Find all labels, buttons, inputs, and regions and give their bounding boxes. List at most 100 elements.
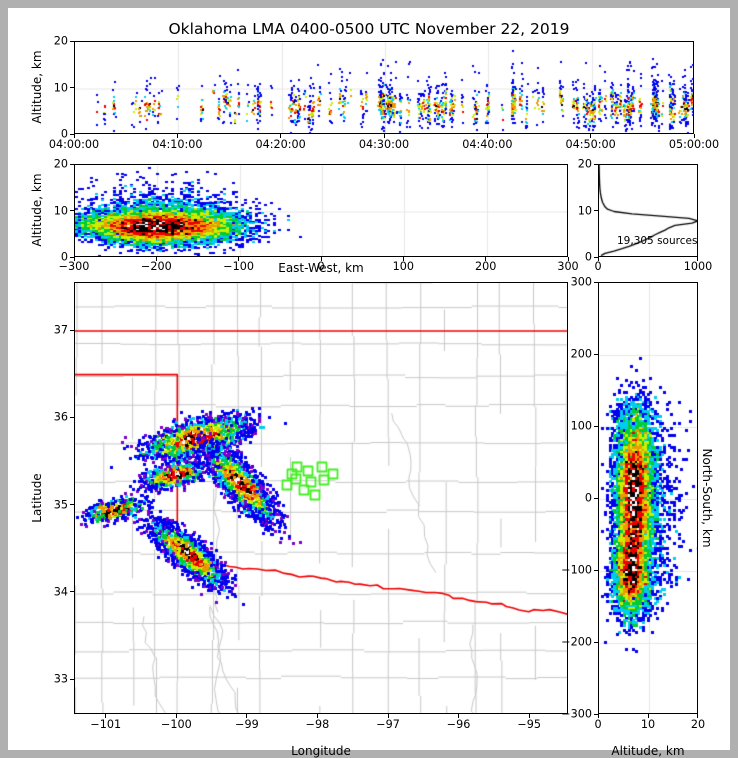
- time-height-axes: [74, 41, 694, 134]
- east-west-scatter: [75, 165, 567, 256]
- time-height-ylabel: Altitude, km: [30, 50, 44, 124]
- axis-tick-mark: [70, 163, 74, 165]
- axis-tick-label: 10: [577, 204, 592, 217]
- north-south-panel: North-South, km Altitude, km −300 −200 −10…: [561, 268, 730, 758]
- figure-title: Oklahoma LMA 0400-0500 UTC November 22, …: [168, 20, 570, 38]
- axis-tick-mark: [697, 257, 698, 261]
- axis-tick-mark: [280, 134, 282, 138]
- axis-tick-label: −100: [561, 563, 592, 577]
- east-west-panel: Altitude, km East-West, km 0 10 20 −300 −200…: [8, 157, 579, 276]
- map-panel: Latitude Longitude 33 34 35 36 37 −101 −100 −99…: [8, 268, 568, 758]
- north-south-ylabel: North-South, km: [700, 448, 714, 548]
- north-south-xlabel: Altitude, km: [611, 744, 685, 758]
- axis-tick-mark: [387, 714, 389, 718]
- axis-tick-label: 0: [60, 250, 68, 264]
- east-west-ylabel: Altitude, km: [30, 173, 44, 247]
- axis-tick-mark: [176, 134, 178, 138]
- axis-tick-mark: [594, 210, 598, 211]
- axis-tick-label: 0: [584, 250, 592, 264]
- axis-tick-mark: [73, 257, 75, 261]
- axis-tick-label: 04:10:00: [152, 138, 203, 151]
- axis-tick-label: 300: [557, 260, 579, 273]
- axis-tick-mark: [73, 134, 75, 138]
- axis-tick-mark: [70, 329, 74, 331]
- map-ylabel: Latitude: [30, 473, 44, 523]
- axis-tick-label: 04:30:00: [358, 138, 410, 151]
- axis-tick-mark: [594, 569, 598, 571]
- axis-tick-label: 04:20:00: [255, 138, 306, 151]
- axis-tick-mark: [320, 257, 322, 261]
- axis-tick-label: −100: [223, 260, 255, 273]
- figure-canvas: Oklahoma LMA 0400-0500 UTC November 22, …: [8, 8, 730, 758]
- axis-tick-label: 300: [570, 275, 592, 289]
- axis-tick-label: 37: [53, 323, 68, 337]
- axis-tick-mark: [594, 641, 598, 643]
- axis-tick-label: −200: [561, 635, 592, 649]
- axis-tick-mark: [597, 714, 599, 718]
- time-height-panel: Altitude, km 0 10 20 04:00:00 04:10:00 04:20:…: [8, 8, 730, 158]
- axis-tick-mark: [693, 134, 695, 138]
- axis-tick-mark: [594, 713, 598, 715]
- axis-tick-mark: [316, 714, 318, 718]
- axis-tick-mark: [246, 714, 248, 718]
- axis-tick-label: −98: [305, 718, 330, 731]
- axis-tick-label: 10: [53, 204, 68, 217]
- axis-tick-mark: [594, 425, 598, 427]
- axis-tick-label: −300: [58, 260, 90, 273]
- axis-tick-mark: [594, 353, 598, 355]
- axis-tick-mark: [486, 134, 488, 138]
- axis-tick-mark: [594, 497, 598, 499]
- axis-tick-mark: [105, 714, 107, 718]
- axis-tick-mark: [594, 281, 598, 283]
- axis-tick-mark: [70, 591, 74, 593]
- axis-tick-label: 33: [53, 672, 68, 686]
- axis-tick-mark: [458, 714, 460, 718]
- axis-tick-label: 0: [594, 260, 602, 273]
- map-xlabel: Longitude: [291, 744, 351, 758]
- axis-tick-label: −97: [376, 718, 400, 731]
- axis-tick-mark: [70, 87, 74, 88]
- map-scatter-and-borders: [75, 283, 567, 713]
- altitude-histogram-axes: 19,305 sources: [598, 164, 698, 257]
- source-count-annotation: 19,305 sources: [617, 235, 698, 247]
- axis-tick-mark: [647, 714, 649, 718]
- axis-tick-label: −95: [517, 718, 541, 731]
- axis-tick-label: 04:40:00: [462, 138, 513, 151]
- axis-tick-label: 0: [60, 127, 68, 141]
- altitude-histogram-panel: 19,305 sources 0 10 20 0 1000: [568, 157, 730, 274]
- axis-tick-label: −96: [446, 718, 471, 731]
- axis-tick-label: 20: [53, 34, 68, 48]
- axis-tick-label: −99: [235, 718, 259, 731]
- axis-tick-mark: [594, 163, 598, 165]
- axis-tick-label: 100: [570, 419, 592, 433]
- axis-tick-label: −101: [90, 718, 122, 731]
- axis-tick-label: 34: [53, 585, 68, 599]
- north-south-axes: [598, 282, 698, 714]
- axis-tick-mark: [70, 678, 74, 680]
- axis-tick-mark: [594, 256, 598, 258]
- axis-tick-mark: [70, 40, 74, 42]
- axis-tick-label: 36: [53, 410, 68, 424]
- axis-tick-label: 04:50:00: [565, 138, 616, 151]
- east-west-xlabel: East-West, km: [278, 261, 364, 275]
- axis-tick-mark: [485, 257, 487, 261]
- axis-tick-mark: [70, 256, 74, 258]
- axis-tick-mark: [528, 714, 530, 718]
- map-axes: [74, 282, 568, 714]
- axis-tick-mark: [155, 257, 157, 261]
- axis-tick-mark: [70, 504, 74, 506]
- axis-tick-label: 20: [577, 157, 592, 171]
- axis-tick-mark: [567, 257, 569, 261]
- axis-tick-label: 1000: [683, 260, 713, 273]
- axis-tick-label: −300: [561, 707, 592, 721]
- axis-tick-label: 20: [53, 157, 68, 171]
- axis-tick-mark: [697, 714, 698, 718]
- axis-tick-mark: [70, 133, 74, 135]
- axis-tick-label: −200: [140, 260, 172, 273]
- axis-tick-mark: [597, 257, 599, 261]
- altitude-histogram-curve: [599, 165, 697, 256]
- axis-tick-mark: [175, 714, 177, 718]
- east-west-axes: [74, 164, 568, 257]
- north-south-scatter: [599, 283, 697, 713]
- axis-tick-label: 10: [53, 81, 68, 94]
